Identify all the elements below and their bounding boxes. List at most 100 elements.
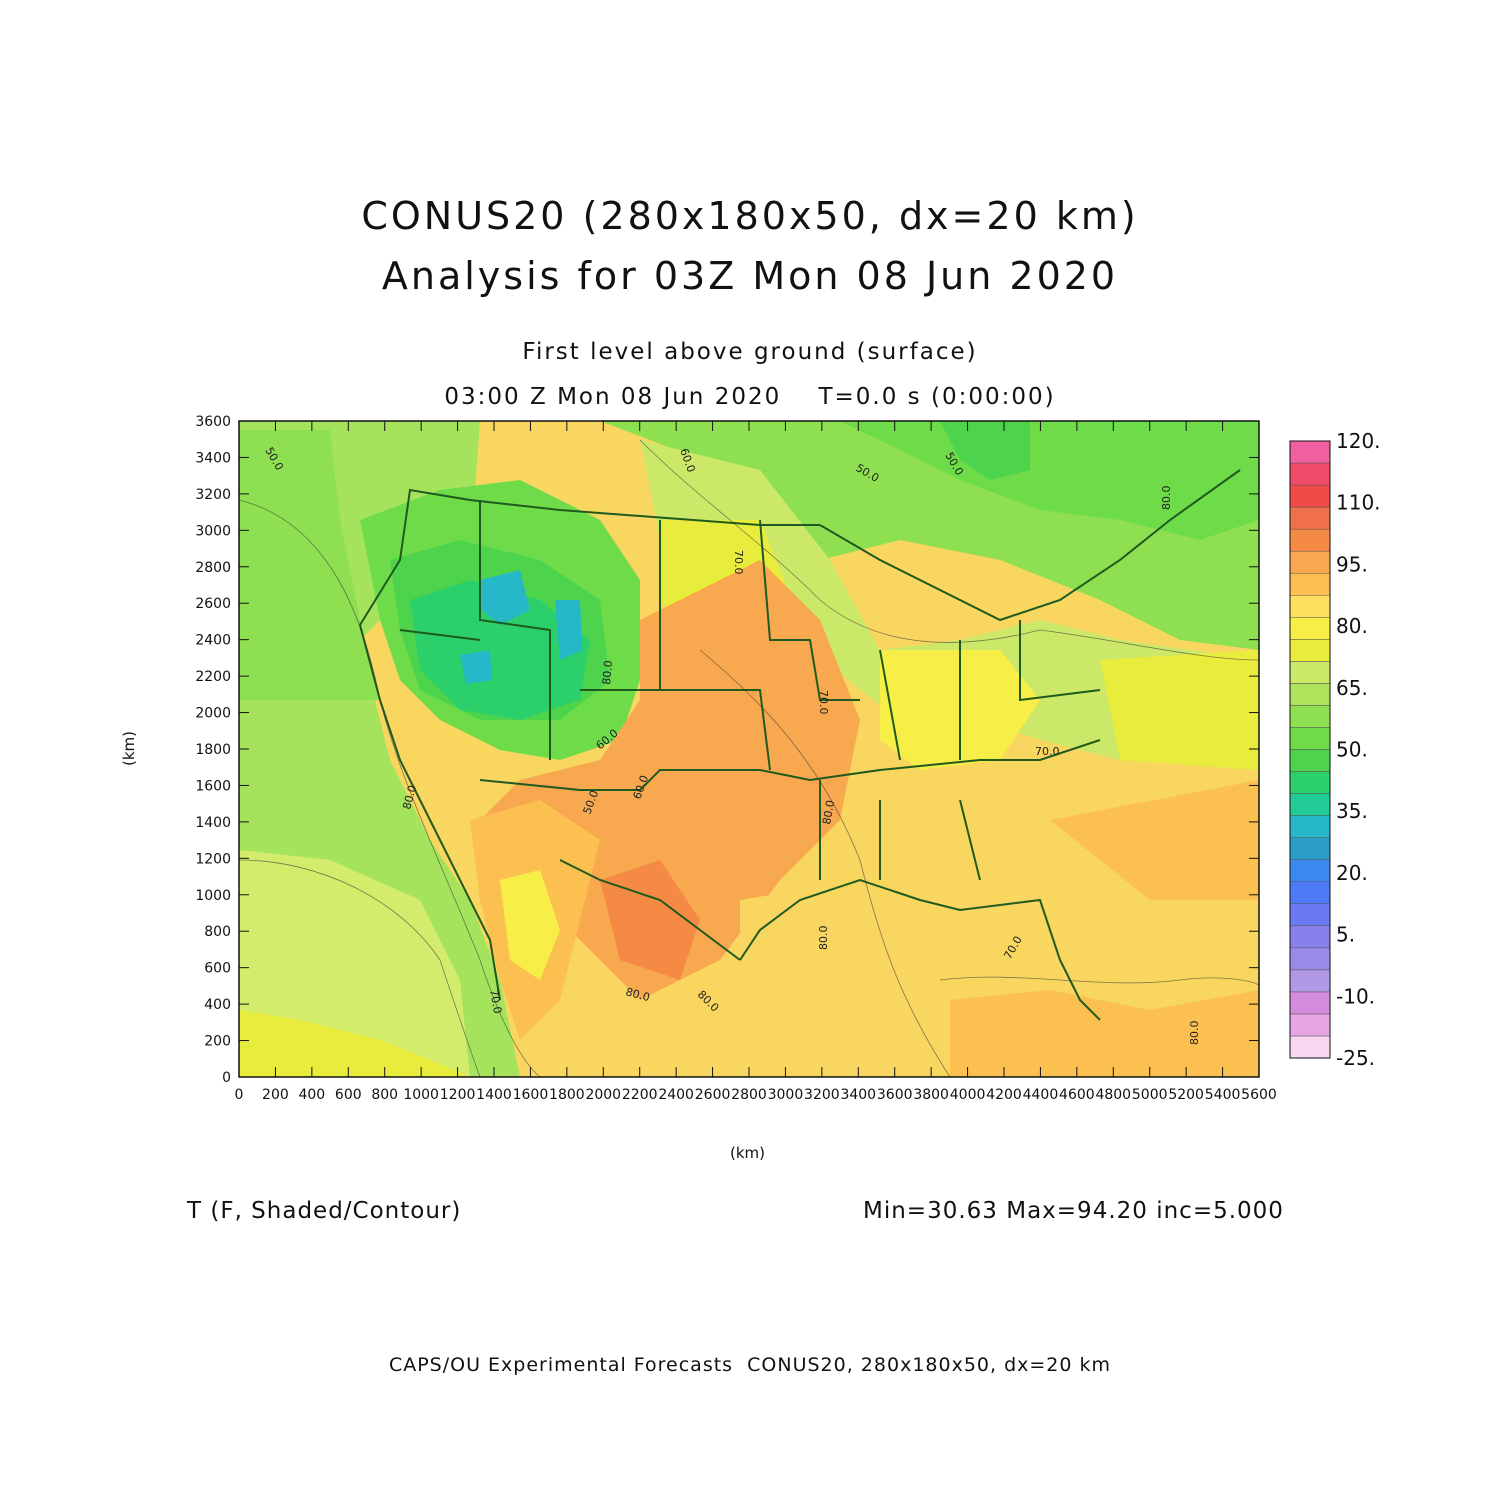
contour-lines bbox=[239, 439, 1259, 1077]
contour-label: 80.0 bbox=[1188, 1021, 1201, 1046]
colorbar-swatch bbox=[1289, 837, 1331, 860]
colorbar-swatch bbox=[1289, 440, 1331, 464]
colorbar-label: 65. bbox=[1336, 676, 1368, 700]
colorbar-label: -25. bbox=[1336, 1046, 1375, 1070]
x-tick-label: 3600 bbox=[877, 1087, 913, 1103]
colorbar-label: -10. bbox=[1336, 984, 1375, 1008]
x-tick-label: 5000 bbox=[1132, 1087, 1168, 1103]
x-tick-label: 1400 bbox=[476, 1087, 512, 1103]
y-tick-label: 3200 bbox=[195, 487, 231, 503]
colorbar-swatch bbox=[1289, 815, 1331, 838]
y-tick-label: 2600 bbox=[195, 596, 231, 612]
colorbar-swatch bbox=[1289, 595, 1331, 618]
colorbar: 120. 110. 95. 80. 65. 50. 35. 20. 5. -10. -25. bbox=[1289, 429, 1381, 1070]
x-tick-label: 3400 bbox=[840, 1087, 876, 1103]
y-tick-label: 3000 bbox=[195, 523, 231, 539]
y-tick-label: 0 bbox=[222, 1070, 231, 1086]
footer-credit: CAPS/OU Experimental Forecasts CONUS20, … bbox=[388, 1354, 1112, 1376]
colorbar-swatch bbox=[1289, 550, 1331, 574]
colorbar-swatch bbox=[1289, 969, 1331, 993]
x-axis-label: (km) bbox=[730, 1144, 766, 1162]
y-tick-label: 2000 bbox=[195, 706, 231, 722]
time-subtitle: 03:00 Z Mon 08 Jun 2020 T=0.0 s (0:00:00… bbox=[444, 384, 1056, 410]
colorbar-swatch bbox=[1289, 462, 1331, 486]
colorbar-swatch bbox=[1289, 617, 1331, 640]
contour-label: 70.0 bbox=[732, 550, 745, 575]
contour-label: 80.0 bbox=[600, 660, 615, 686]
colorbar-swatch bbox=[1289, 705, 1331, 728]
colorbar-swatch bbox=[1289, 528, 1331, 552]
y-tick-label: 1400 bbox=[195, 815, 231, 831]
plot-title-line1: CONUS20 (280x180x50, dx=20 km) bbox=[361, 194, 1139, 238]
boundaries bbox=[359, 469, 1241, 1021]
x-tick-label: 1600 bbox=[513, 1087, 549, 1103]
x-tick-label: 200 bbox=[262, 1087, 289, 1103]
x-tick-label: 400 bbox=[298, 1087, 325, 1103]
colorbar-swatch bbox=[1289, 947, 1331, 971]
y-tick-label: 200 bbox=[204, 1034, 231, 1050]
colorbar-swatch bbox=[1289, 991, 1331, 1015]
colorbar-swatch bbox=[1289, 793, 1331, 816]
colorbar-label: 95. bbox=[1336, 552, 1368, 576]
colorbar-label: 120. bbox=[1336, 429, 1381, 453]
colorbar-swatch bbox=[1289, 484, 1331, 508]
colorbar-label: 50. bbox=[1336, 738, 1368, 762]
colorbar-label: 5. bbox=[1336, 923, 1355, 947]
colorbar-swatch bbox=[1289, 727, 1331, 750]
x-tick-label: 1000 bbox=[403, 1087, 439, 1103]
colorbar-swatch bbox=[1289, 925, 1331, 949]
axis-ticks: 0 200 400 600 800 1000 1200 1400 1600 1800 2000 220… bbox=[195, 414, 1276, 1103]
y-tick-label: 1000 bbox=[195, 888, 231, 904]
contour-label: 80.0 bbox=[624, 985, 651, 1004]
x-tick-label: 1800 bbox=[549, 1087, 585, 1103]
y-axis-label: (km) bbox=[120, 730, 138, 766]
colorbar-label: 80. bbox=[1336, 614, 1368, 638]
y-tick-label: 1200 bbox=[195, 851, 231, 867]
x-tick-label: 3800 bbox=[913, 1087, 949, 1103]
y-tick-label: 1600 bbox=[195, 778, 231, 794]
variable-label: T (F, Shaded/Contour) bbox=[187, 1198, 462, 1224]
x-tick-label: 5600 bbox=[1241, 1087, 1277, 1103]
x-tick-label: 2800 bbox=[731, 1087, 767, 1103]
field-stats: Min=30.63 Max=94.20 inc=5.000 bbox=[863, 1198, 1284, 1224]
x-tick-label: 5400 bbox=[1205, 1087, 1241, 1103]
x-tick-label: 5200 bbox=[1168, 1087, 1204, 1103]
contour-label: 80.0 bbox=[1160, 486, 1173, 511]
y-tick-label: 1800 bbox=[195, 742, 231, 758]
x-tick-label: 2200 bbox=[622, 1087, 658, 1103]
x-tick-label: 3000 bbox=[768, 1087, 804, 1103]
level-subtitle: First level above ground (surface) bbox=[522, 339, 978, 365]
x-tick-label: 3200 bbox=[804, 1087, 840, 1103]
colorbar-swatch bbox=[1289, 749, 1331, 772]
x-tick-label: 0 bbox=[235, 1087, 244, 1103]
x-tick-label: 4400 bbox=[1023, 1087, 1059, 1103]
y-tick-label: 600 bbox=[204, 961, 231, 977]
colorbar-swatch bbox=[1289, 1035, 1331, 1059]
colorbar-swatch bbox=[1289, 859, 1331, 882]
x-tick-label: 4200 bbox=[986, 1087, 1022, 1103]
x-tick-label: 2600 bbox=[695, 1087, 731, 1103]
colorbar-swatch bbox=[1289, 683, 1331, 706]
y-tick-label: 3400 bbox=[195, 450, 231, 466]
colorbar-swatch bbox=[1289, 771, 1331, 794]
colorbar-swatch bbox=[1289, 881, 1331, 905]
y-tick-label: 2400 bbox=[195, 633, 231, 649]
contour-label: 80.0 bbox=[817, 926, 830, 951]
contour-label: 80.0 bbox=[820, 799, 837, 825]
colorbar-label: 35. bbox=[1336, 799, 1368, 823]
colorbar-swatch bbox=[1289, 1013, 1331, 1037]
x-tick-label: 4000 bbox=[950, 1087, 986, 1103]
colorbar-swatch bbox=[1289, 661, 1331, 684]
x-tick-label: 4600 bbox=[1059, 1087, 1095, 1103]
contour-label: 70.0 bbox=[487, 988, 504, 1014]
contour-label: 70.0 bbox=[1035, 745, 1060, 758]
x-tick-label: 1200 bbox=[440, 1087, 476, 1103]
colorbar-label: 110. bbox=[1336, 491, 1381, 515]
colorbar-swatch bbox=[1289, 639, 1331, 662]
colorbar-swatch bbox=[1289, 506, 1331, 530]
colorbar-label: 20. bbox=[1336, 861, 1368, 885]
x-tick-label: 2000 bbox=[585, 1087, 621, 1103]
x-tick-label: 800 bbox=[371, 1087, 398, 1103]
x-tick-label: 2400 bbox=[658, 1087, 694, 1103]
